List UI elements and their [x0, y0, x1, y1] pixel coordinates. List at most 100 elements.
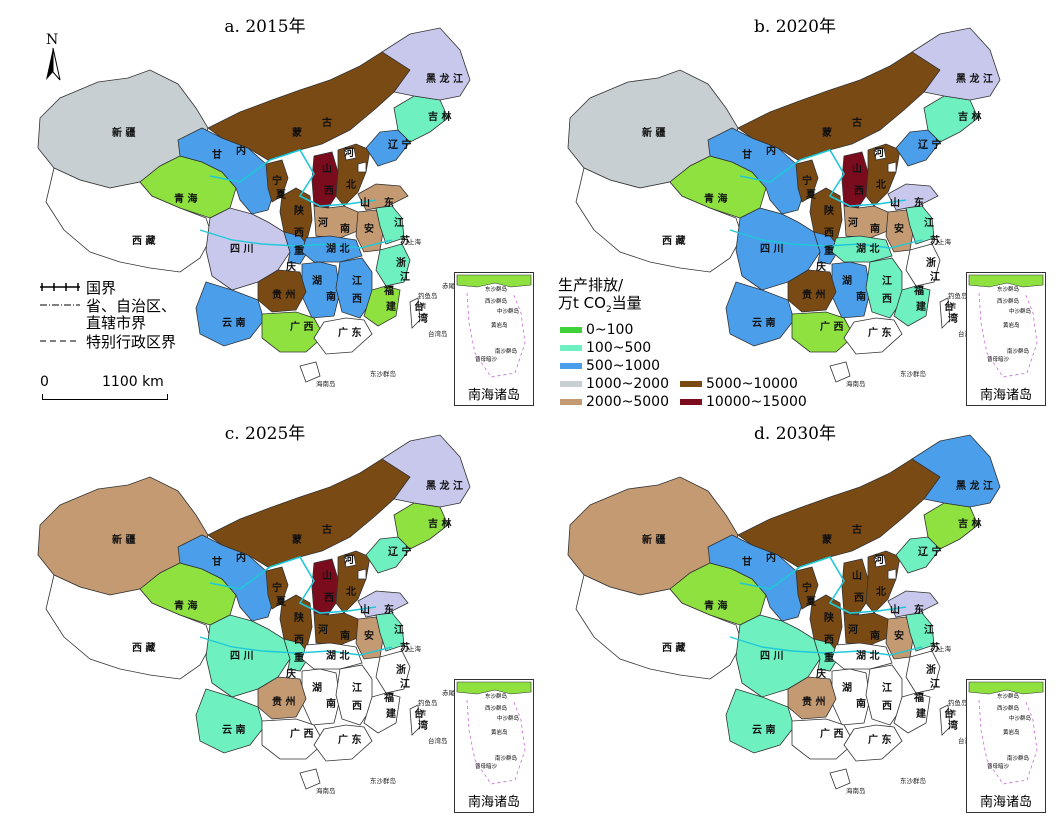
province-label: 东 [914, 603, 924, 616]
province-tw [409, 297, 421, 329]
river-line [729, 229, 923, 249]
province-label: 西 [294, 634, 304, 646]
province-label: 山 [322, 162, 332, 175]
province-tj [887, 161, 897, 173]
province-label: 湖 [842, 274, 852, 287]
province-gx [261, 718, 325, 760]
province-sc [735, 207, 821, 291]
province-label: 宁 [272, 174, 282, 187]
province-label: 西 [854, 185, 864, 197]
province-label: 辽 宁 [918, 545, 941, 558]
province-label: 湖 北 [856, 242, 879, 255]
province-label: 苏 [400, 234, 410, 247]
province-label: 云 南 [752, 723, 775, 736]
province-label: 新 疆 [642, 126, 665, 139]
south-china-sea-inset: 东沙群岛 西沙群岛 中沙群岛 黄岩岛 南沙群岛 曾母暗沙 南海诸岛 [454, 272, 534, 406]
province-label: 广 西 [290, 727, 313, 740]
province-yn [195, 688, 265, 754]
province-label: 苏 [400, 641, 410, 654]
province-label: 福 [383, 284, 394, 297]
inset-place-label: 黄岩岛 [1003, 321, 1020, 329]
place-label: 上海 [938, 644, 952, 653]
province-label: 四 川 [760, 243, 783, 255]
border-legend: 国界 省、自治区、 直辖市界 特别行政区界 [40, 278, 240, 351]
province-bj [343, 147, 357, 161]
province-label: 江 [400, 270, 410, 283]
province-sc [735, 614, 821, 698]
province-gd [313, 317, 373, 355]
province-js [375, 612, 405, 652]
province-label: 北 [346, 585, 356, 598]
province-hl [911, 434, 1001, 508]
province-label: 江 [394, 216, 404, 229]
province-label: 新 疆 [642, 533, 665, 546]
province-hub [301, 235, 363, 263]
national-border-symbol [40, 283, 80, 291]
province-bj [343, 554, 357, 568]
inset-place-label: 中沙群岛 [1009, 307, 1032, 315]
nine-dash-line [978, 699, 1038, 785]
nine-dash-line [466, 699, 526, 785]
province-label: 建 [385, 300, 397, 313]
province-label: 建 [385, 707, 397, 720]
province-label: 湾 [418, 719, 428, 732]
province-cq [283, 231, 311, 265]
province-sx2 [841, 151, 869, 209]
inset-place-label: 曾母暗沙 [475, 762, 498, 770]
province-tw [409, 704, 421, 736]
inset-coast [968, 681, 1044, 695]
province-label: 东 [384, 196, 394, 209]
legend-item: 2000~5000 [560, 393, 669, 411]
province-label: 浙 [926, 663, 936, 676]
legend-swatch [680, 381, 702, 387]
province-label: 重 [294, 244, 304, 257]
province-label: 江 [394, 623, 404, 636]
north-letter: N [46, 32, 59, 48]
province-label: 西 [324, 592, 334, 604]
province-label: 重 [824, 244, 834, 257]
province-js [905, 612, 935, 652]
place-label: 台湾岛 [428, 329, 448, 338]
province-label: 南 [326, 697, 336, 710]
province-hl [381, 27, 471, 101]
province-label: 蒙 [292, 533, 302, 546]
province-sd [357, 590, 409, 618]
province-label: 南 [870, 222, 880, 235]
river-line [739, 149, 907, 207]
inset-place-label: 中沙群岛 [497, 714, 520, 722]
scale-start: 0 [40, 374, 49, 390]
province-label: 古 [322, 523, 332, 536]
place-label: 青 [950, 708, 957, 717]
province-fj [893, 692, 931, 734]
province-tj [887, 568, 897, 580]
province-label: 古 [852, 116, 862, 129]
province-label: 湖 [312, 681, 322, 694]
province-label: 安 [364, 222, 374, 235]
province-label: 山 [852, 569, 862, 582]
province-sc [205, 614, 291, 698]
place-label: 海南岛 [846, 786, 866, 795]
legend-title-sub: 2 [605, 305, 612, 315]
province-label: 台 [414, 707, 424, 720]
province-label: 山 [360, 196, 370, 209]
province-sc [205, 207, 291, 291]
legend-item: 10000~15000 [680, 393, 807, 411]
province-label: 青 海 [704, 599, 727, 612]
inset-place-label: 黄岩岛 [491, 321, 508, 329]
province-hl [911, 27, 1001, 101]
province-label: 蒙 [292, 126, 302, 139]
river-line [209, 556, 377, 614]
province-label: 甘 [742, 148, 752, 161]
panel-title: a. 2015年 [224, 17, 306, 37]
river-line [199, 636, 393, 656]
province-bj [873, 554, 887, 568]
province-label: 浙 [396, 663, 406, 676]
province-sx2 [841, 558, 869, 616]
emission-legend: 生产排放/ 万t CO2当量 0~100 100~500 500~1000 10… [558, 276, 828, 429]
province-label: 贵 州 [272, 695, 295, 708]
province-label: 蒙 [822, 533, 832, 546]
province-label: 内 [766, 551, 776, 564]
legend-item: 0~100 [560, 321, 633, 339]
